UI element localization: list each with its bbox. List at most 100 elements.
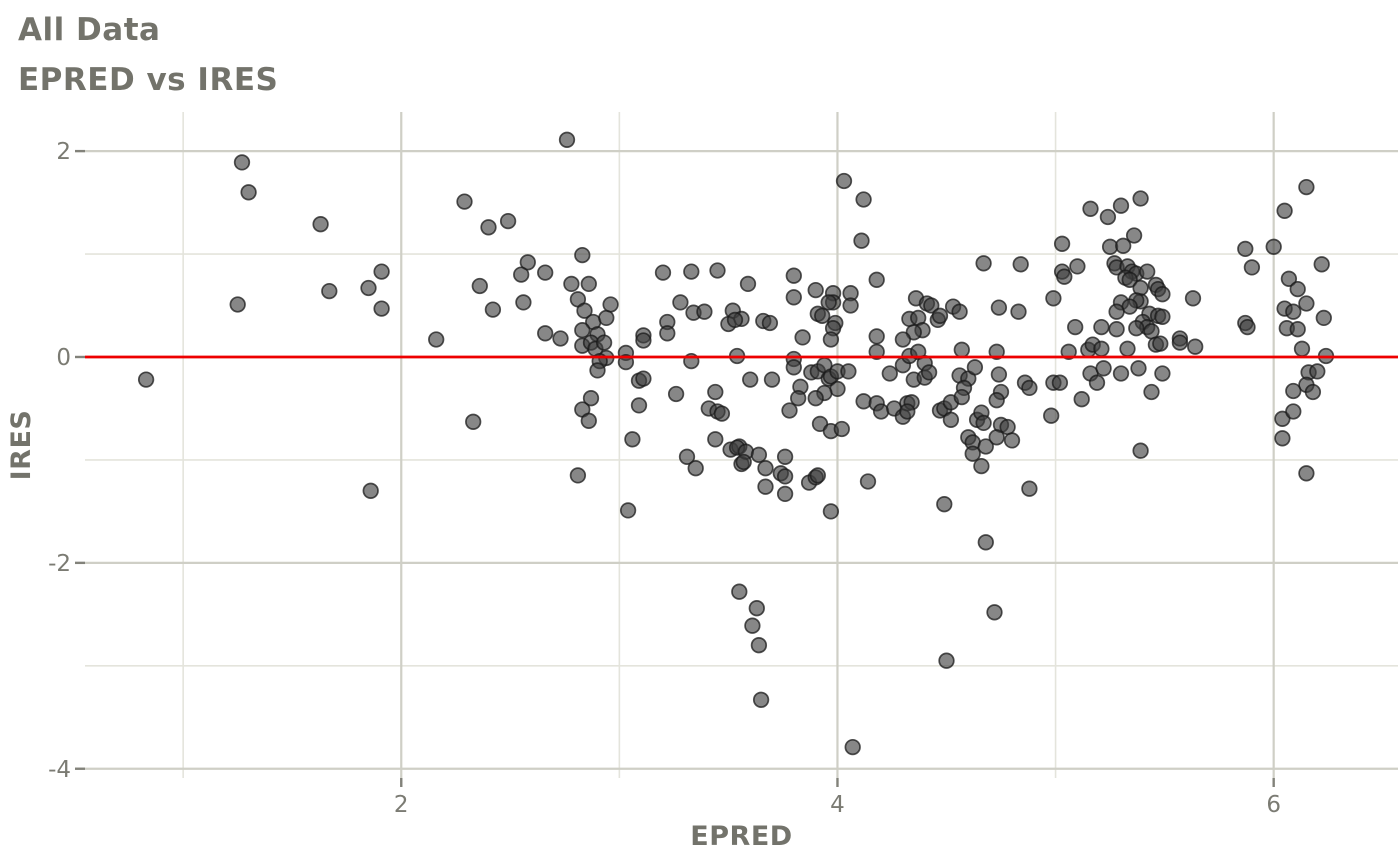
data-point: [822, 503, 840, 520]
data-point: [735, 453, 752, 471]
data-point: [360, 279, 377, 297]
data-point: [428, 331, 445, 348]
data-point: [977, 438, 994, 455]
data-point: [859, 473, 877, 490]
data-point: [794, 329, 811, 346]
data-point: [739, 275, 757, 293]
data-point: [785, 267, 802, 284]
data-point: [1010, 303, 1027, 320]
data-point: [558, 131, 576, 148]
data-point: [1298, 295, 1315, 312]
data-point: [757, 460, 774, 477]
data-point: [229, 296, 246, 313]
data-point: [1115, 237, 1132, 254]
data-point: [776, 468, 794, 485]
data-point: [872, 403, 890, 420]
data-point: [975, 255, 992, 272]
data-point: [750, 446, 768, 463]
data-point: [635, 370, 652, 387]
data-point: [763, 371, 781, 388]
data-point: [1265, 238, 1282, 255]
x-tick-label: 2: [394, 792, 409, 818]
data-point: [1184, 290, 1202, 307]
data-point: [790, 390, 807, 407]
data-point: [1088, 374, 1106, 391]
data-point: [709, 262, 726, 279]
data-point: [1239, 318, 1256, 336]
data-point: [1304, 383, 1322, 401]
data-point: [988, 343, 1005, 360]
y-tick-label: -2: [48, 551, 71, 577]
data-point: [537, 325, 554, 342]
data-point: [1073, 391, 1090, 408]
data-point: [580, 412, 597, 429]
data-point: [868, 343, 885, 360]
data-point: [785, 359, 802, 376]
data-point: [986, 604, 1003, 621]
data-point: [761, 314, 779, 332]
data-point: [840, 363, 857, 380]
data-point: [659, 325, 676, 342]
data-point: [1112, 365, 1130, 382]
data-point: [563, 275, 580, 293]
data-point: [1093, 340, 1110, 357]
data-point: [471, 277, 488, 295]
data-point: [1119, 340, 1136, 357]
data-point: [480, 219, 497, 236]
data-point: [820, 294, 837, 311]
data-point: [373, 263, 390, 280]
y-tick-label: -4: [48, 757, 71, 783]
data-point: [233, 154, 251, 171]
data-point: [1067, 318, 1084, 336]
data-point: [750, 637, 768, 654]
data-point: [1003, 432, 1021, 449]
data-point: [1293, 340, 1311, 357]
data-point: [855, 191, 872, 208]
data-point: [1280, 270, 1298, 287]
data-point: [1154, 308, 1171, 325]
data-point: [855, 393, 872, 410]
data-point: [868, 328, 885, 345]
data-point: [835, 172, 853, 190]
data-point: [1069, 258, 1086, 275]
chart-title: All Data: [18, 12, 161, 48]
data-point: [1315, 309, 1332, 327]
data-point: [312, 216, 329, 233]
x-tick-label: 4: [830, 792, 845, 818]
data-point: [1309, 363, 1326, 380]
data-point: [519, 254, 536, 271]
data-point: [484, 301, 502, 318]
data-point: [574, 322, 591, 339]
data-point: [595, 334, 613, 351]
data-point: [844, 738, 861, 756]
data-point: [1099, 208, 1117, 226]
chart-subtitle: EPRED vs IRES: [18, 62, 279, 98]
data-point: [667, 385, 685, 403]
data-point: [1112, 197, 1130, 214]
data-point: [1152, 335, 1169, 352]
data-point: [240, 184, 257, 201]
data-point: [785, 289, 802, 306]
data-point: [757, 478, 774, 495]
data-point: [552, 330, 569, 347]
data-point: [362, 482, 379, 499]
data-point: [696, 303, 713, 320]
data-point: [1274, 430, 1291, 447]
data-point: [499, 212, 517, 230]
data-point: [744, 617, 761, 634]
x-axis-title: EPRED: [690, 821, 792, 852]
data-point: [894, 331, 912, 348]
data-point: [1171, 334, 1189, 351]
data-point: [742, 371, 759, 388]
data-point: [1108, 303, 1125, 320]
data-point: [1298, 465, 1315, 482]
data-point: [617, 353, 635, 371]
data-point: [938, 652, 955, 669]
data-point: [137, 371, 155, 388]
data-point: [465, 413, 482, 430]
data-point: [973, 457, 990, 475]
data-point: [707, 383, 724, 401]
data-point: [574, 246, 591, 264]
